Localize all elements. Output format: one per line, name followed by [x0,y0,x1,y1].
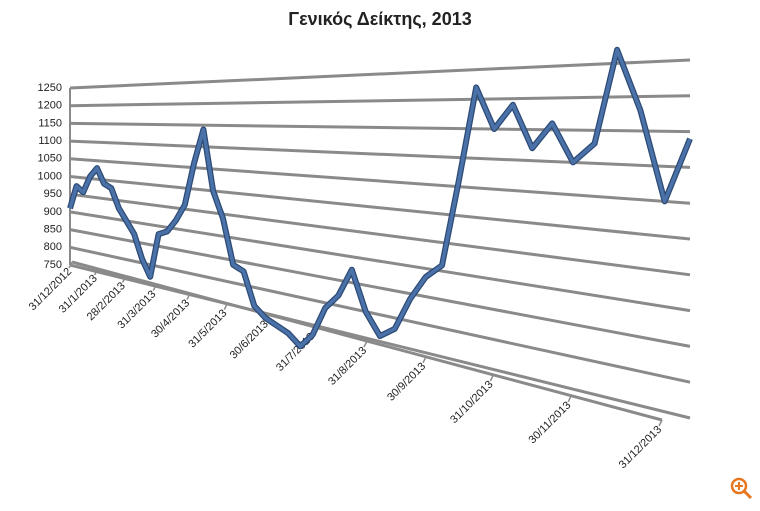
y-tick-label: 850 [44,224,62,236]
y-tick-label: 1200 [38,100,62,112]
x-tick-label: 31/5/2013 [186,307,229,350]
grid-line [69,121,691,134]
x-tick [223,303,228,310]
line [68,48,692,349]
x-tick [186,293,191,300]
x-tick [152,284,157,291]
x-tick [68,261,73,269]
x-tick-label: 30/9/2013 [385,360,428,403]
grid-line [69,94,691,108]
x-tick [489,374,495,382]
x-tick [658,419,663,427]
y-tick-label: 800 [44,241,62,253]
grid-line [69,245,691,384]
y-tick-label: 1100 [38,135,62,147]
x-tick [121,276,127,283]
y-tick-label: 900 [44,206,62,218]
grid-line [69,228,691,348]
x-tick [93,268,99,276]
grid-line [69,157,691,205]
y-tick-label: 750 [44,259,62,271]
x-tick-label: 31/3/2013 [115,288,158,331]
grid-line [69,58,691,90]
grid-line [69,192,691,277]
x-tick-label: 30/6/2013 [228,318,271,361]
x-tick-label: 30/11/2013 [527,399,574,446]
y-tick-label: 1000 [38,170,62,182]
grid-line [69,139,691,169]
x-tick-label: 31/10/2013 [448,379,495,426]
y-tick-label: 1150 [38,117,62,129]
x-tick [567,395,572,403]
y-tick-label: 1050 [38,153,62,165]
x-tick [363,340,368,348]
zoom-icon[interactable] [730,477,753,500]
grid-line [69,175,691,241]
chart-title: Γενικός Δείκτης, 2013 [288,9,471,29]
y-tick-label: 1250 [38,82,62,94]
line-shadow [67,46,693,350]
x-tick [422,356,427,364]
x-tick-label: 31/12/2013 [617,424,664,471]
y-tick-label: 950 [44,188,62,200]
x-tick-label: 30/4/2013 [149,297,192,340]
x-tick-label: 31/8/2013 [326,345,369,388]
